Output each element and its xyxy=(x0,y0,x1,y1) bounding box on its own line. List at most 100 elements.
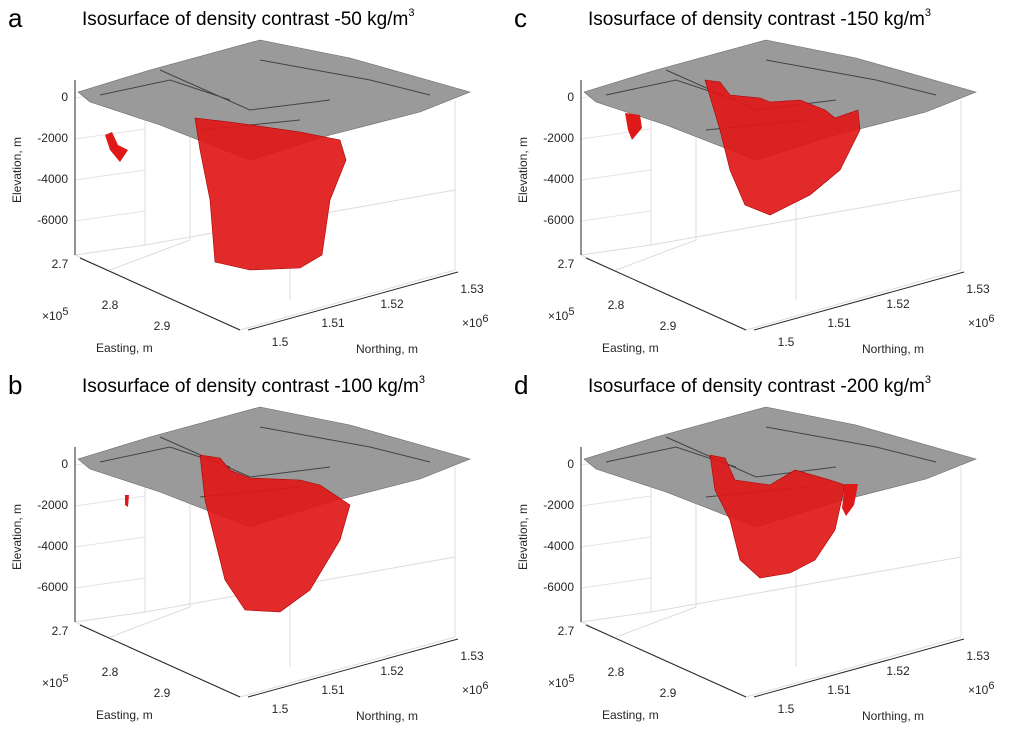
grid-line xyxy=(580,536,652,548)
tick-label: 1.5 xyxy=(272,702,289,716)
axis-multiplier: ×106 xyxy=(968,313,994,330)
tick-label: -6000 xyxy=(543,580,574,594)
axis-line xyxy=(585,624,747,698)
grid-line xyxy=(580,495,652,507)
isosurface-body xyxy=(709,454,846,579)
grid-line xyxy=(580,244,652,256)
grid-line xyxy=(615,606,697,638)
tick-label: 2.9 xyxy=(154,686,171,700)
isosurface-fragment xyxy=(125,495,129,507)
tick-label: 2.7 xyxy=(52,624,69,638)
tick-label: 0 xyxy=(567,457,574,471)
multiplier-text: ×10 xyxy=(968,316,989,330)
panel-letter: a xyxy=(8,3,23,33)
grid-line xyxy=(109,606,191,638)
terrain-surface xyxy=(77,406,471,528)
title-superscript: 3 xyxy=(925,374,931,386)
isosurface-fragment xyxy=(842,484,858,516)
tick-label: -6000 xyxy=(37,580,68,594)
multiplier-text: ×10 xyxy=(968,683,989,697)
isosurface-body xyxy=(194,117,347,271)
tick-label: 1.51 xyxy=(321,316,345,330)
multiplier-exponent: 5 xyxy=(62,306,68,318)
multiplier-text: ×10 xyxy=(548,676,569,690)
axis-line xyxy=(247,638,459,698)
tick-label: -2000 xyxy=(543,131,574,145)
tick-label: 0 xyxy=(567,90,574,104)
title-text: Isosurface of density contrast -150 kg/m xyxy=(588,9,925,30)
terrain-ridges xyxy=(99,426,431,498)
tick-label: 1.53 xyxy=(966,282,990,296)
grid-line xyxy=(580,128,652,140)
multiplier-exponent: 6 xyxy=(988,680,994,692)
panel-title: Isosurface of density contrast -100 kg/m… xyxy=(82,374,425,397)
tick-label: 0 xyxy=(61,457,68,471)
axis-multiplier: ×106 xyxy=(462,680,488,697)
tick-label: 2.8 xyxy=(608,665,625,679)
panel-title: Isosurface of density contrast -150 kg/m… xyxy=(588,7,931,30)
grid-line xyxy=(745,636,962,698)
axis-label: Elevation, m xyxy=(10,504,24,570)
terrain-surface xyxy=(583,39,977,161)
tick-label: 1.52 xyxy=(380,664,404,678)
axis-label: Elevation, m xyxy=(516,137,530,203)
title-text: Isosurface of density contrast -100 kg/m xyxy=(82,376,419,397)
tick-label: 2.7 xyxy=(52,257,69,271)
tick-label: 1.52 xyxy=(886,297,910,311)
grid-line xyxy=(74,495,146,507)
tick-label: 1.5 xyxy=(778,702,795,716)
multiplier-exponent: 6 xyxy=(482,680,488,692)
tick-label: 1.52 xyxy=(886,664,910,678)
tick-label: -4000 xyxy=(543,539,574,553)
tick-label: 1.51 xyxy=(321,683,345,697)
grid-line xyxy=(74,210,146,222)
axis-label: Easting, m xyxy=(96,708,153,722)
panel: d Isosurface of density contrast -200 kg/… xyxy=(514,370,994,723)
tick-label: -2000 xyxy=(37,498,68,512)
panel-title: Isosurface of density contrast -200 kg/m… xyxy=(588,374,931,397)
tick-label: 2.9 xyxy=(660,319,677,333)
axis-label: Northing, m xyxy=(862,709,924,723)
tick-label: 1.53 xyxy=(966,649,990,663)
tick-label: 1.53 xyxy=(460,649,484,663)
multiplier-exponent: 6 xyxy=(988,313,994,325)
axis-label: Easting, m xyxy=(96,341,153,355)
axis-line xyxy=(753,271,965,331)
axis-label: Northing, m xyxy=(862,342,924,356)
terrain-ridges xyxy=(99,59,431,131)
axis-multiplier: ×106 xyxy=(968,680,994,697)
tick-label: 1.51 xyxy=(827,316,851,330)
title-superscript: 3 xyxy=(925,7,931,19)
tick-label: 0 xyxy=(61,90,68,104)
panel: c Isosurface of density contrast -150 kg/… xyxy=(514,3,994,356)
axis-line xyxy=(247,271,459,331)
tick-label: -2000 xyxy=(37,131,68,145)
multiplier-exponent: 5 xyxy=(568,673,574,685)
multiplier-text: ×10 xyxy=(42,676,63,690)
panel-title: Isosurface of density contrast -50 kg/m3 xyxy=(82,7,414,30)
axis-label: Easting, m xyxy=(602,708,659,722)
isosurface-body xyxy=(704,79,861,216)
grid-line xyxy=(650,189,962,246)
terrain-surface xyxy=(77,39,471,161)
panel-letter: d xyxy=(514,370,528,400)
axis-multiplier: ×105 xyxy=(548,673,574,690)
axis-label: Northing, m xyxy=(356,342,418,356)
axis-line xyxy=(79,257,241,331)
panel-letter: b xyxy=(8,370,22,400)
panel-letter: c xyxy=(514,3,527,33)
tick-label: 2.8 xyxy=(102,665,119,679)
tick-label: 2.9 xyxy=(660,686,677,700)
tick-label: 1.52 xyxy=(380,297,404,311)
grid-line xyxy=(615,239,697,271)
tick-label: 1.5 xyxy=(778,335,795,349)
tick-label: -4000 xyxy=(37,172,68,186)
title-text: Isosurface of density contrast -200 kg/m xyxy=(588,376,925,397)
grid-line xyxy=(109,239,191,271)
tick-label: 1.51 xyxy=(827,683,851,697)
axis-multiplier: ×105 xyxy=(548,306,574,323)
axis-multiplier: ×105 xyxy=(42,306,68,323)
tick-label: 2.9 xyxy=(154,319,171,333)
tick-label: -4000 xyxy=(543,172,574,186)
grid-line xyxy=(650,556,962,613)
